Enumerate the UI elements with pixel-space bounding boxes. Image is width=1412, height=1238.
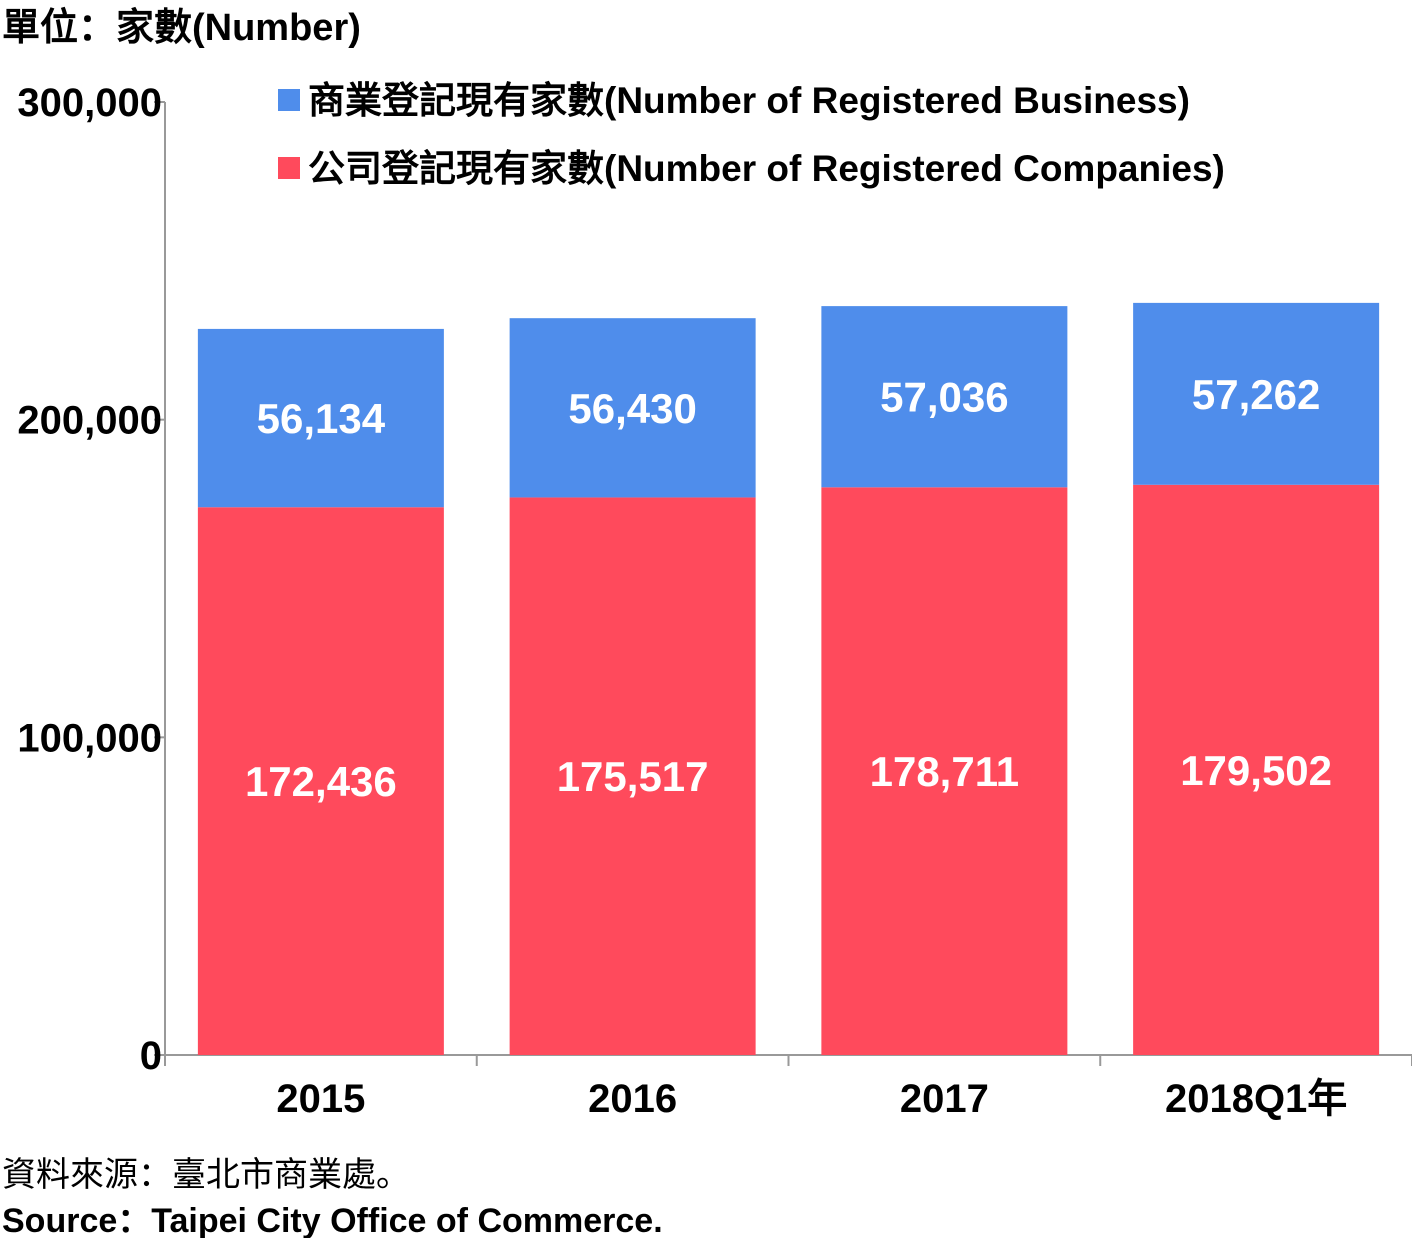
bar-segment-companies <box>509 497 756 1055</box>
legend-label-business: 商業登記現有家數(Number of Registered Business) <box>308 80 1190 121</box>
legend-swatch-business <box>278 89 300 111</box>
unit-label: 單位：家數(Number) <box>2 7 361 49</box>
data-label-business: 56,134 <box>257 395 386 442</box>
data-labels: 172,436 56,134 175,517 56,430 178,711 57,036 1… <box>245 371 1332 805</box>
legend: 商業登記現有家數(Number of Registered Business) 公… <box>278 80 1225 189</box>
y-tick-label: 100,000 <box>17 716 162 760</box>
bar-segment-companies <box>1133 484 1380 1055</box>
source-label-en: Source：Taipei City Office of Commerce. <box>2 1202 663 1238</box>
source-label-zh: 資料來源：臺北市商業處。 <box>2 1156 410 1194</box>
data-label-companies: 178,711 <box>870 748 1020 795</box>
bar-segment-business <box>509 318 756 498</box>
x-tick-label: 2017 <box>900 1077 989 1121</box>
legend-label-companies: 公司登記現有家數(Number of Registered Companies) <box>308 148 1225 189</box>
x-tick-label: 2015 <box>276 1077 365 1121</box>
legend-swatch-companies <box>278 157 300 179</box>
data-label-companies: 179,502 <box>1180 747 1332 794</box>
bar-segment-business <box>1133 302 1380 485</box>
data-label-business: 57,262 <box>1192 371 1320 418</box>
bar-segment-companies <box>197 507 444 1056</box>
bar-segment-business <box>197 328 444 508</box>
y-tick-label: 200,000 <box>17 399 162 443</box>
data-label-companies: 175,517 <box>557 753 709 800</box>
data-label-companies: 172,436 <box>245 758 397 805</box>
data-label-business: 56,430 <box>568 385 696 432</box>
bars <box>197 302 1380 1056</box>
x-tick-label: 2018Q1年 <box>1165 1077 1347 1121</box>
y-tick-label: 300,000 <box>17 81 162 125</box>
y-axis: 0 100,000 200,000 300,000 <box>17 81 166 1078</box>
x-axis: 2015 2016 2017 2018Q1年 <box>164 1054 1412 1121</box>
x-tick-label: 2016 <box>588 1077 677 1121</box>
y-tick-label: 0 <box>140 1034 162 1078</box>
bar-segment-companies <box>821 487 1068 1056</box>
data-label-business: 57,036 <box>880 374 1008 421</box>
bar-segment-business <box>821 306 1068 488</box>
